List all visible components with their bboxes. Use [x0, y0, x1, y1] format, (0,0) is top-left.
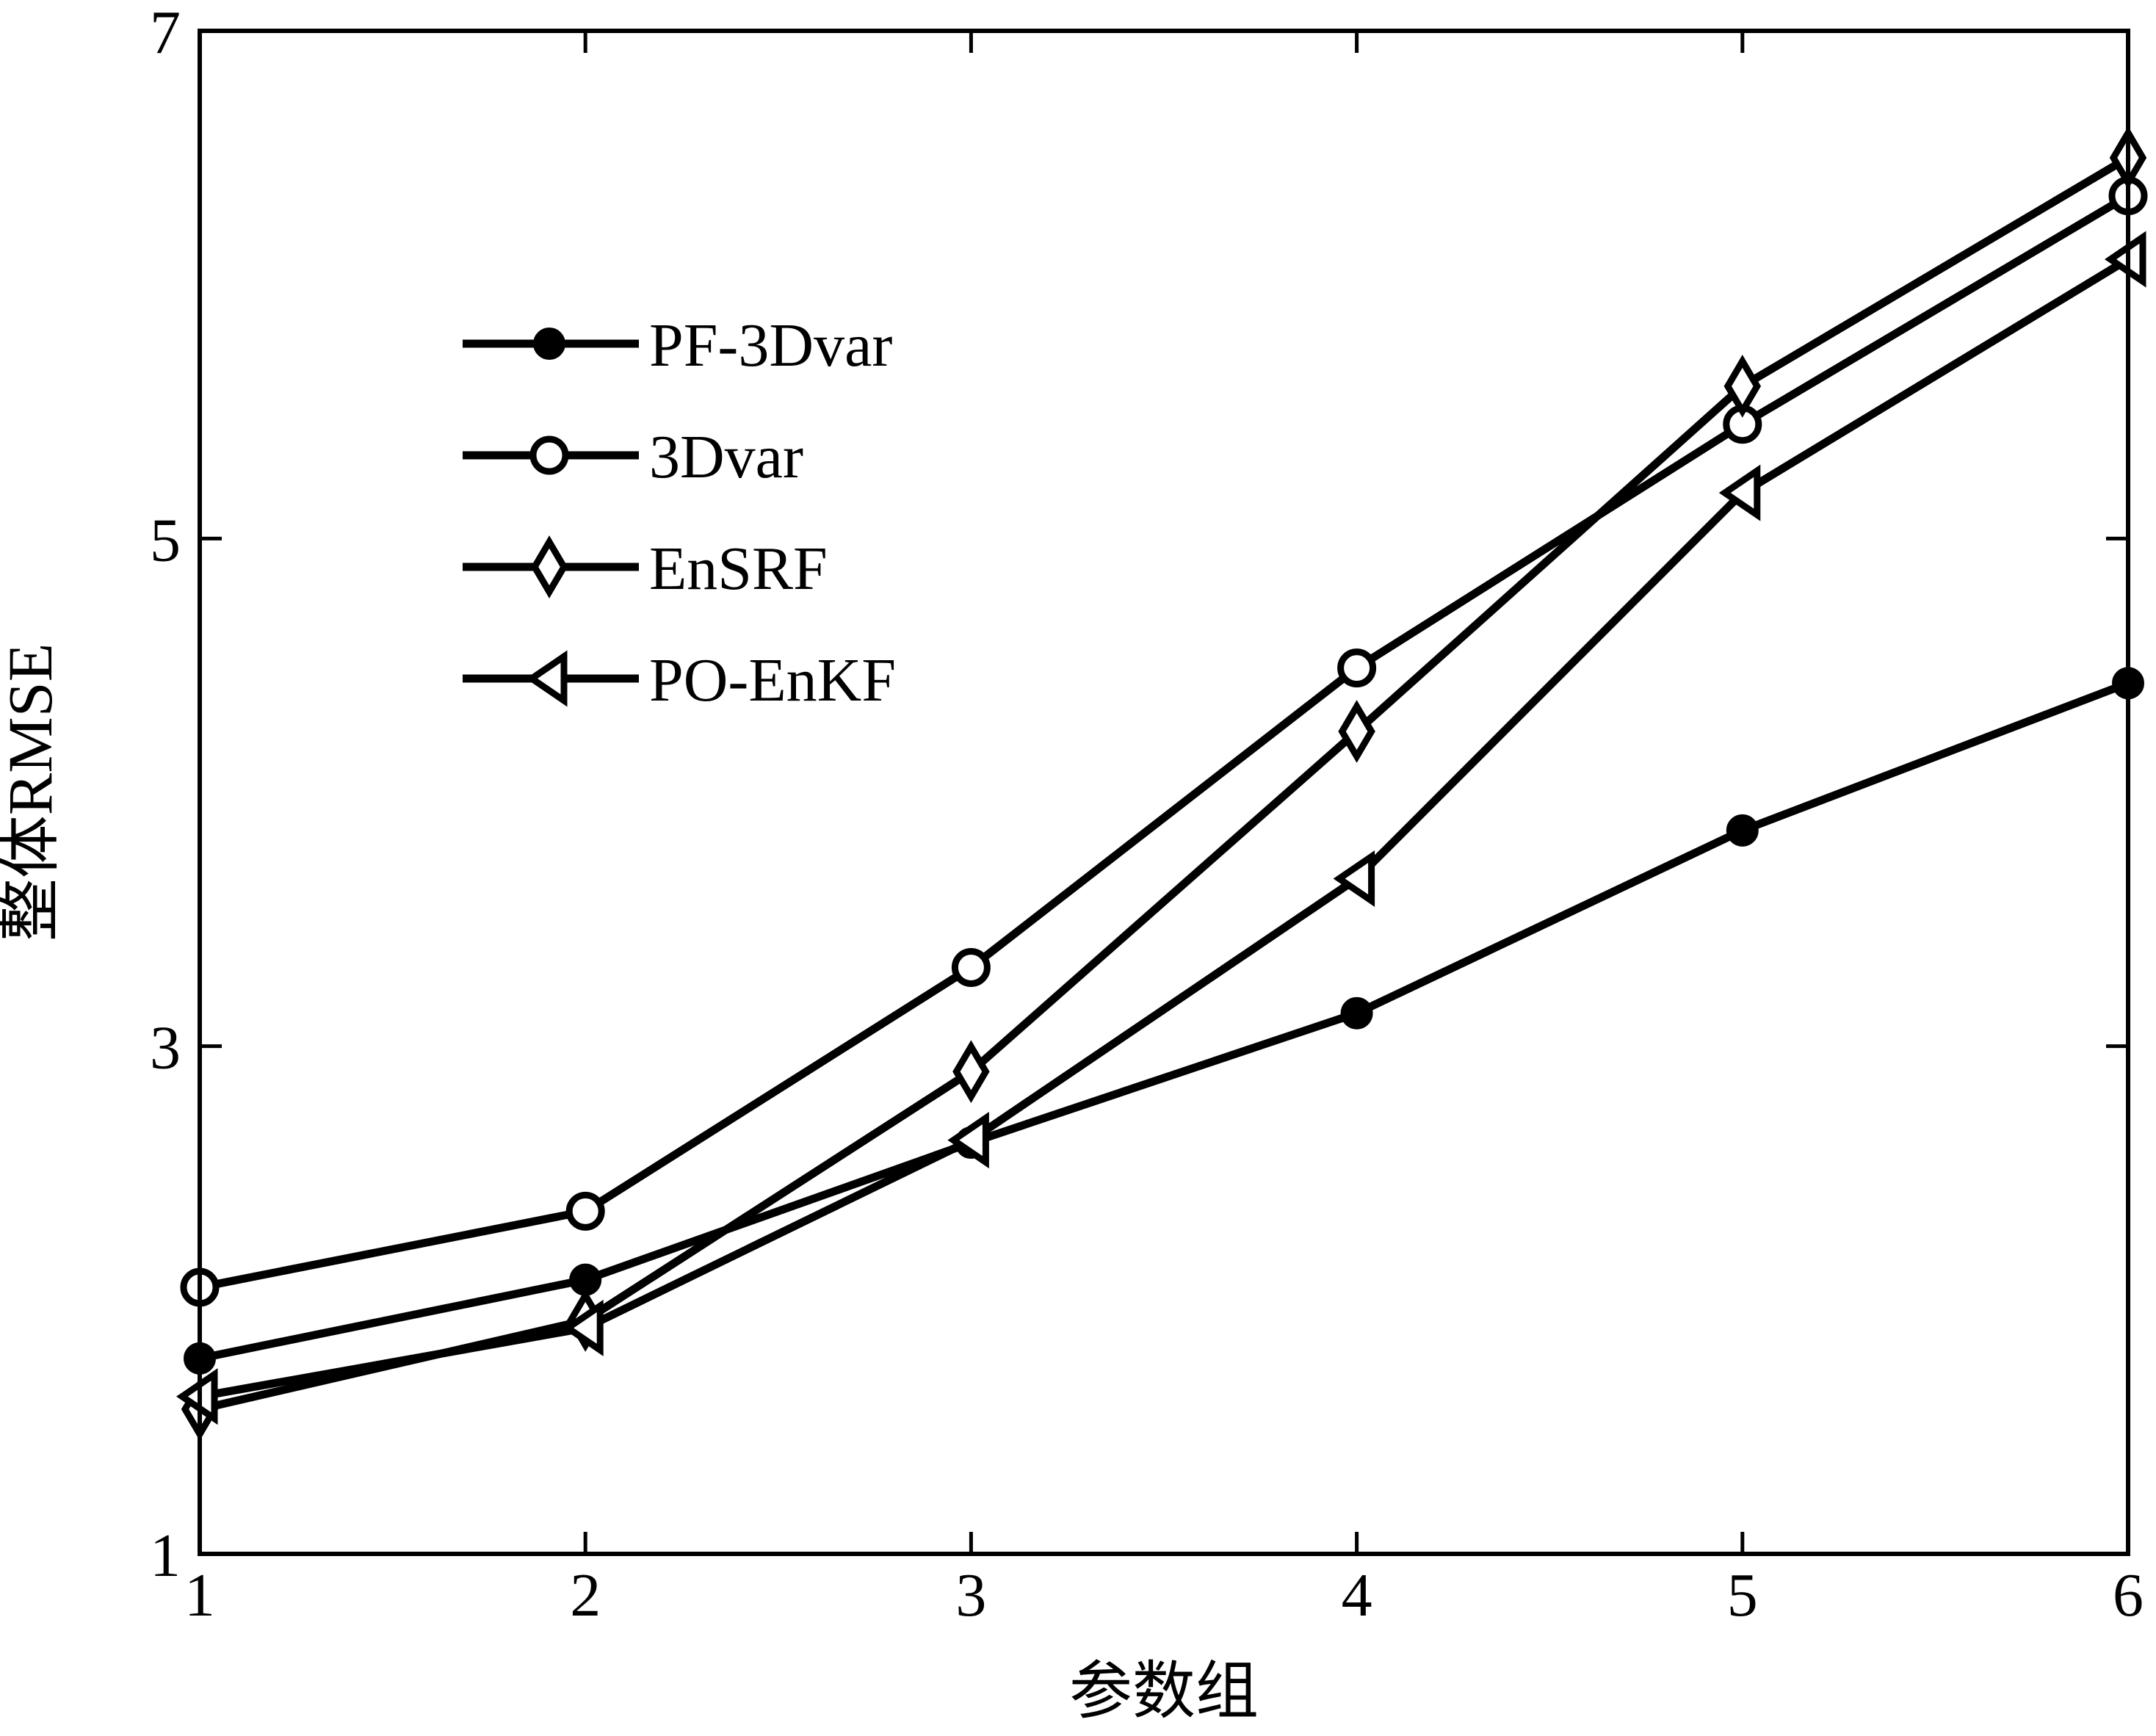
x-tick-label: 2 [570, 1561, 601, 1630]
data-point-2-2 [952, 1040, 990, 1104]
x-tick-label: 4 [1342, 1561, 1372, 1630]
legend-label: PF-3Dvar [649, 311, 892, 380]
data-point-0-3 [1340, 997, 1373, 1030]
data-point-1-1 [565, 1191, 605, 1231]
data-point-3-1 [562, 1299, 604, 1356]
y-tick-label: 5 [150, 506, 181, 574]
series-line-3 [195, 255, 2133, 1401]
data-point-2-4 [1723, 355, 1762, 418]
legend-marker [533, 328, 565, 360]
data-point-0-4 [1726, 814, 1759, 847]
legend-label: 3Dvar [649, 423, 803, 491]
x-tick-label: 5 [1727, 1561, 1758, 1630]
y-tick-label: 7 [150, 0, 181, 67]
plot-area-frame [198, 29, 2130, 1556]
legend-label: EnSRF [649, 535, 828, 603]
tick-labels: 1 2 3 4 5 6 1 3 5 7 [150, 0, 2144, 1630]
legend-item: EnSRF [463, 535, 828, 603]
legend-item: 3Dvar [463, 423, 803, 491]
series-line-1 [195, 192, 2133, 1292]
x-tick-label: 6 [2113, 1561, 2144, 1630]
data-point-2-3 [1338, 700, 1375, 763]
y-axis-label: 整体RMSE [0, 643, 65, 941]
data-point-3-4 [1718, 464, 1761, 521]
series-line-0 [195, 679, 2133, 1363]
series-markers [176, 126, 2148, 1441]
x-axis-label: 参数组 [1069, 1656, 1259, 1726]
series-line-2 [195, 153, 2133, 1414]
legend-label: PO-EnKF [649, 646, 896, 715]
legend-marker [529, 435, 569, 475]
legend-item: PF-3Dvar [463, 311, 892, 380]
legend-marker [530, 535, 568, 598]
data-point-1-3 [1337, 648, 1377, 688]
legend-marker [526, 650, 568, 707]
y-tick-label: 3 [150, 1014, 181, 1082]
x-tick-label: 3 [955, 1561, 986, 1630]
data-point-3-2 [947, 1112, 989, 1169]
series-lines [195, 153, 2133, 1414]
x-tick-label: 1 [184, 1561, 215, 1630]
data-point-3-3 [1333, 850, 1375, 908]
axis-ticks [198, 29, 2130, 1556]
y-tick-label: 1 [150, 1522, 181, 1590]
data-point-1-2 [951, 948, 991, 988]
legend-item: PO-EnKF [463, 646, 896, 715]
legend: PF-3Dvar 3Dvar EnSRF PO-EnKF [463, 311, 896, 715]
